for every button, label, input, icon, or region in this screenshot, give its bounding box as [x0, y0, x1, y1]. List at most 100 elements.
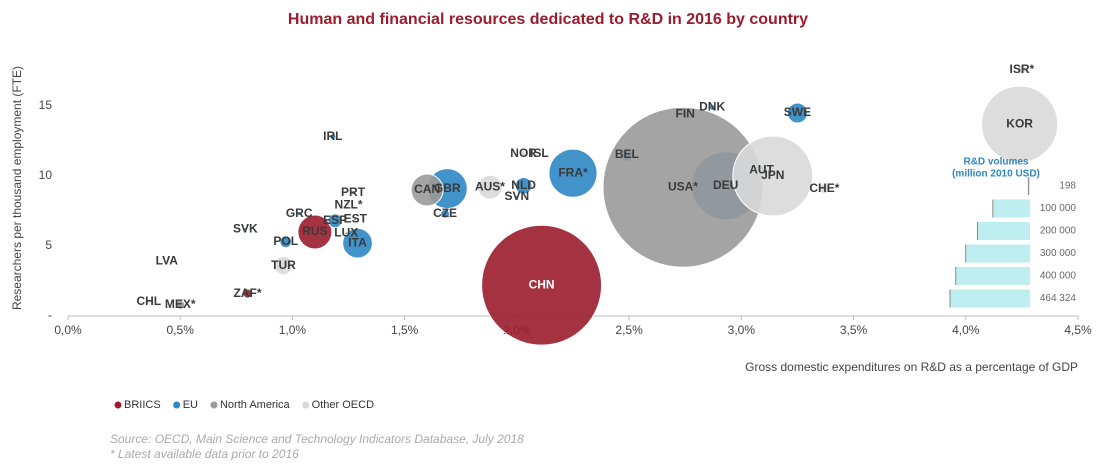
y-tick-label: 5	[45, 238, 52, 252]
bubble	[329, 133, 337, 141]
bubble-label: GBR	[434, 181, 461, 195]
bubble	[296, 211, 302, 217]
bubble-label: NOR	[510, 146, 537, 160]
y-tick-label: 10	[39, 168, 53, 182]
y-tick-label: 15	[39, 98, 53, 112]
x-tick-label: 4,5%	[1064, 323, 1092, 337]
bubble-label: SWE	[784, 105, 811, 119]
bubble	[708, 104, 716, 111]
bubble	[273, 256, 294, 276]
bubble	[732, 135, 814, 217]
bubble	[279, 235, 293, 249]
bubble	[146, 299, 151, 305]
bubble-label: AUT	[749, 163, 774, 177]
bubble-label: ISR*	[1010, 62, 1035, 76]
size-legend-label: 200 000	[1040, 226, 1077, 237]
bubble-label: SVN	[505, 189, 530, 203]
size-legend-label: 464 324	[1040, 293, 1077, 304]
bubble-label: KOR	[1006, 116, 1033, 130]
bubble-label: POL	[273, 234, 298, 248]
x-tick-label: 1,0%	[279, 323, 307, 337]
legend-label: BRIICS	[124, 399, 161, 411]
size-legend-label: 300 000	[1040, 248, 1077, 259]
size-legend-title: (million 2010 USD)	[952, 169, 1040, 180]
legend-swatch	[114, 401, 122, 409]
bubble	[353, 217, 358, 222]
bubble-label: IRL	[323, 129, 342, 143]
bubble-label: CZE	[433, 206, 457, 220]
bubble-label: ISL	[530, 146, 549, 160]
bubble	[514, 194, 520, 200]
bubble-label: FIN	[676, 107, 695, 121]
bubble	[346, 203, 351, 208]
bubble	[818, 183, 830, 195]
bubble-label: ZAF*	[234, 286, 262, 300]
size-legend-label: 100 000	[1040, 203, 1077, 214]
bubble	[164, 259, 169, 264]
bubble-label: CAN	[414, 182, 440, 196]
x-tick-label: 2,5%	[615, 323, 643, 337]
bubble-label: RUS	[302, 224, 327, 238]
bubble-label: DEU	[713, 178, 738, 192]
x-axis-label: Gross domestic expenditures on R&D as a …	[745, 360, 1078, 374]
bubble-label: CHN	[529, 277, 555, 291]
source-note: Source: OECD, Main Science and Technolog…	[110, 432, 524, 446]
bubble-label: LUX	[334, 226, 358, 240]
bubble-label: ESP	[323, 213, 347, 227]
bubble	[514, 176, 533, 195]
x-tick-label: 1,5%	[391, 323, 419, 337]
bubble	[440, 208, 450, 219]
bubble-label: USA*	[668, 179, 698, 193]
bubble-label: AUS*	[475, 179, 505, 193]
bubble-label: PRT	[341, 185, 366, 199]
x-tick-label: 3,5%	[840, 323, 868, 337]
bubble	[481, 224, 603, 346]
bubble-label: BEL	[615, 147, 639, 161]
bubble	[981, 85, 1059, 163]
bubble-label: CHE*	[809, 181, 839, 195]
bubble	[327, 213, 343, 229]
bubble	[519, 149, 528, 158]
bubble	[537, 151, 542, 156]
bubble	[342, 227, 373, 259]
bubble-label: JPN	[761, 168, 784, 182]
bubble	[786, 102, 808, 124]
y-tick-label: -	[48, 308, 52, 322]
legend-swatch	[210, 401, 218, 409]
legend-swatch	[302, 401, 310, 409]
bubble	[477, 174, 503, 200]
bubble-label: LVA	[156, 254, 179, 268]
bubble	[1016, 64, 1027, 75]
bubble	[350, 190, 356, 196]
bubble	[410, 173, 444, 207]
bubble	[548, 148, 598, 198]
x-tick-label: 0,0%	[54, 323, 82, 337]
legend-label: North America	[220, 399, 291, 411]
bubble-label: CHL	[136, 294, 161, 308]
bubble-label: ITA	[348, 235, 367, 249]
bubble	[297, 214, 333, 250]
y-axis-label: Researchers per thousand employment (FTE…	[10, 66, 24, 310]
bubble-label: SVK	[233, 221, 258, 235]
x-tick-label: 3,0%	[728, 323, 756, 337]
size-legend-label: 198	[1059, 181, 1076, 192]
bubble	[175, 299, 186, 310]
legend-label: Other OECD	[312, 399, 374, 411]
bubble-label: TUR	[271, 258, 296, 272]
bubble	[344, 231, 349, 236]
bubble-label: DNK	[699, 100, 725, 114]
bubble	[243, 227, 248, 232]
chart-title: Human and financial resources dedicated …	[288, 11, 808, 28]
bubble-label: FRA*	[558, 165, 588, 179]
bubble-label: GRC	[286, 206, 313, 220]
size-legend-label: 400 000	[1040, 271, 1077, 282]
x-tick-label: 4,0%	[952, 323, 980, 337]
legend-label: EU	[183, 399, 198, 411]
bubble-label: NLD	[511, 178, 536, 192]
bubble-label: MEX*	[165, 297, 196, 311]
bubble-label: NZL*	[335, 198, 363, 212]
x-tick-label: 0,5%	[167, 323, 195, 337]
footnote: * Latest available data prior to 2016	[110, 447, 299, 461]
size-legend-title: R&D volumes	[963, 157, 1028, 168]
